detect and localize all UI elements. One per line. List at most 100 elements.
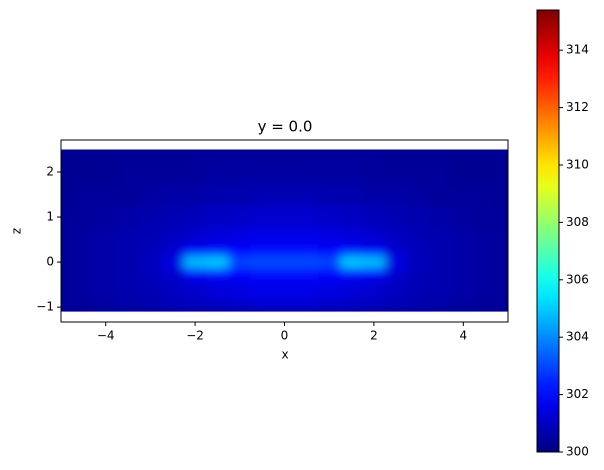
heatmap-cell: [362, 228, 386, 246]
heatmap-cell: [362, 183, 386, 207]
heatmap-cell: [94, 245, 118, 257]
heatmap-cell: [429, 267, 453, 280]
colorbar-tick-label: 306: [566, 272, 589, 286]
heatmap-cell: [496, 245, 508, 257]
heatmap-cell: [340, 278, 364, 299]
heatmap-cell: [340, 256, 364, 269]
colorbar-tick-label: 314: [566, 43, 589, 57]
heatmap-cell: [183, 149, 207, 162]
heatmap-cell: [273, 149, 297, 162]
heatmap-cell: [139, 149, 163, 162]
heatmap-cell: [362, 245, 386, 257]
heatmap-cell: [452, 278, 475, 299]
heatmap-cell: [295, 160, 319, 184]
heatmap-cell: [61, 245, 73, 257]
y-tick-label: −1: [36, 300, 54, 314]
heatmap-cell: [161, 278, 185, 299]
heatmap-cell: [72, 149, 96, 162]
heatmap-cell: [318, 278, 341, 299]
heatmap-cell: [385, 160, 408, 184]
heatmap-cell: [72, 256, 96, 269]
heatmap-cell: [318, 149, 341, 162]
heatmap-cell: [452, 228, 475, 246]
heatmap-cell: [94, 205, 118, 229]
heatmap-cell: [385, 267, 408, 280]
heatmap-cell: [161, 149, 185, 162]
heatmap-cell: [429, 183, 453, 207]
heatmap-cell: [250, 256, 274, 269]
x-tick-label: −2: [186, 329, 204, 343]
x-tick-label: −4: [97, 329, 115, 343]
heatmap-cell: [496, 298, 508, 312]
heatmap-cell: [161, 160, 185, 184]
heatmap-cell: [273, 245, 297, 257]
heatmap-cell: [116, 149, 140, 162]
heatmap-cell: [452, 183, 475, 207]
heatmap-cell: [250, 205, 274, 229]
heatmap-cell: [474, 245, 498, 257]
heatmap-cell: [429, 278, 453, 299]
heatmap-cell: [295, 298, 319, 312]
heatmap-cell: [407, 256, 431, 269]
heatmap-cell: [318, 205, 341, 229]
heatmap-cell: [139, 278, 163, 299]
heatmap-cell: [250, 160, 274, 184]
heatmap-cell: [116, 267, 140, 280]
heatmap-cell: [206, 245, 230, 257]
heatmap-cell: [429, 256, 453, 269]
heatmap-cell: [273, 228, 297, 246]
heatmap-cell: [161, 205, 185, 229]
heatmap-cell: [228, 267, 252, 280]
heatmap-cell: [72, 228, 96, 246]
heatmap-cell: [496, 256, 508, 269]
heatmap-cell: [407, 183, 431, 207]
heatmap-cell: [116, 228, 140, 246]
heatmap-cell: [161, 267, 185, 280]
heatmap-cell: [72, 278, 96, 299]
heatmap-cell: [94, 160, 118, 184]
heatmap-cell: [273, 183, 297, 207]
colorbar-tick-label: 302: [566, 387, 589, 401]
heatmap-cell: [72, 298, 96, 312]
heatmap-cell: [496, 160, 508, 184]
heatmap-cell: [496, 205, 508, 229]
heatmap-cell: [94, 183, 118, 207]
heatmap-cell: [183, 228, 207, 246]
heatmap-cell: [228, 298, 252, 312]
heatmap-cell: [183, 298, 207, 312]
heatmap-cell: [407, 160, 431, 184]
heatmap-cell: [250, 149, 274, 162]
heatmap-cell: [429, 160, 453, 184]
heatmap-cell: [385, 228, 408, 246]
heatmap-cell: [295, 205, 319, 229]
heatmap-cell: [429, 149, 453, 162]
heatmap-cell: [474, 278, 498, 299]
heatmap-cell: [452, 160, 475, 184]
heatmap-cell: [295, 183, 319, 207]
heatmap-cell: [385, 256, 408, 269]
heatmap-cell: [250, 278, 274, 299]
heatmap-cell: [206, 278, 230, 299]
heatmap-cell: [273, 278, 297, 299]
heatmap-cell: [61, 160, 73, 184]
heatmap-cell: [362, 160, 386, 184]
heatmap-cell: [206, 228, 230, 246]
heatmap-cell: [61, 228, 73, 246]
heatmap-cell: [385, 298, 408, 312]
heatmap-cell: [228, 278, 252, 299]
heatmap-cell: [206, 298, 230, 312]
heatmap-cell: [61, 183, 73, 207]
heatmap-cell: [295, 267, 319, 280]
heatmap-cell: [139, 205, 163, 229]
heatmap-cell: [295, 256, 319, 269]
heatmap-cell: [429, 245, 453, 257]
heatmap-cell: [474, 228, 498, 246]
heatmap-cell: [474, 298, 498, 312]
heatmap-cell: [206, 256, 230, 269]
heatmap-cell: [340, 245, 364, 257]
heatmap-cell: [474, 267, 498, 280]
heatmap-cell: [407, 298, 431, 312]
heatmap-cell: [72, 160, 96, 184]
heatmap-cell: [206, 183, 230, 207]
heatmap-cell: [161, 245, 185, 257]
